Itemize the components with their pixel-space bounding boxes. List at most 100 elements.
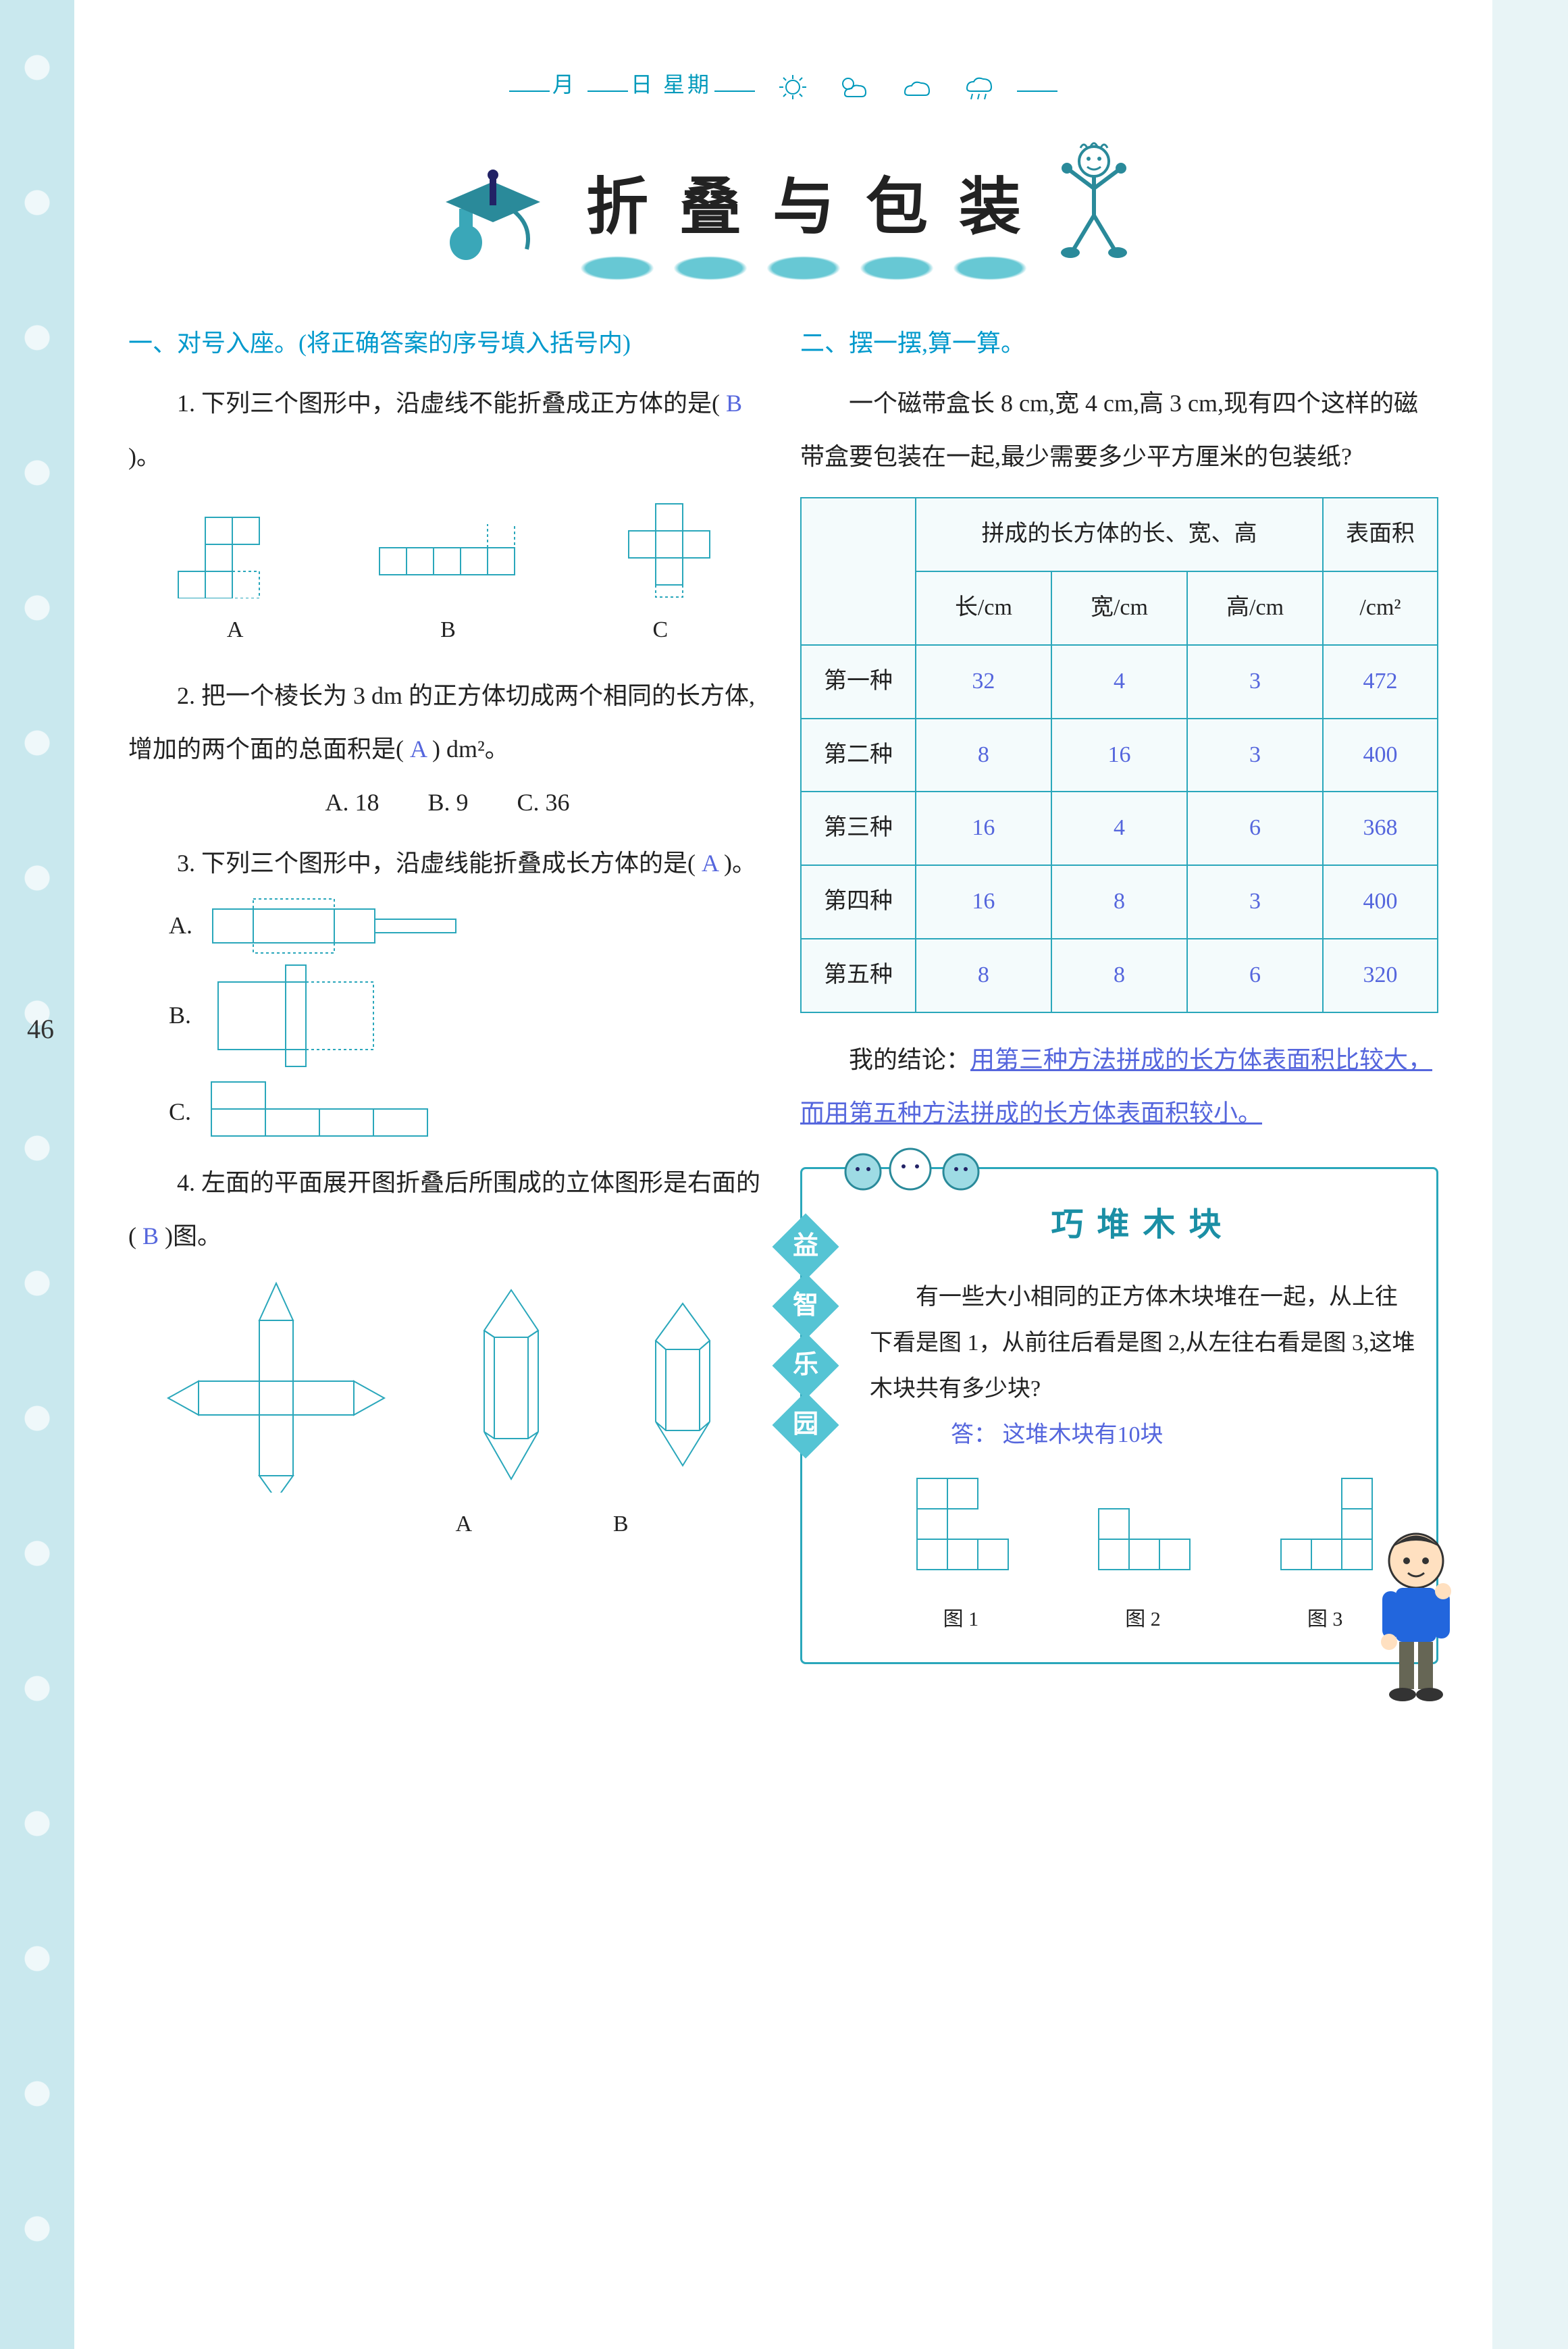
q3-answer: A: [702, 850, 718, 877]
th-area: 表面积: [1323, 498, 1438, 571]
q3-option-a: A.: [169, 896, 766, 956]
r4-h: 3: [1187, 865, 1323, 939]
fig3-label: 图 3: [1274, 1597, 1376, 1642]
th-h: 高/cm: [1187, 571, 1323, 645]
puzzle-answer-label: 答：: [951, 1422, 997, 1447]
fig1-label: 图 1: [910, 1597, 1012, 1642]
puzzle-answer-line: 答： 这堆木块有10块: [870, 1412, 1416, 1458]
r4-name: 第四种: [801, 865, 916, 939]
conclusion-label: 我的结论：: [849, 1046, 970, 1073]
q1-label-c: C: [652, 605, 668, 656]
section1-heading: 一、对号入座。(将正确答案的序号填入括号内): [128, 317, 766, 370]
title-char-2: 叠: [674, 157, 747, 247]
th-cm2: /cm²: [1323, 571, 1438, 645]
q3-label-b: B.: [169, 989, 191, 1042]
sun-icon: [773, 74, 813, 101]
rain-icon: [959, 74, 999, 101]
puzzle-fig-2: 图 2: [1092, 1472, 1193, 1642]
left-column: 一、对号入座。(将正确答案的序号填入括号内) 1. 下列三个图形中，沿虚线不能折…: [128, 317, 766, 1664]
r1-a: 472: [1323, 645, 1438, 719]
graduation-cap-icon: [425, 141, 560, 263]
r2-name: 第二种: [801, 719, 916, 792]
r5-l: 8: [916, 939, 1051, 1012]
q1-answer: B: [726, 390, 742, 417]
q2-answer: A: [410, 735, 426, 763]
weekday-label: 星期: [663, 72, 712, 97]
q3-label-c: C.: [169, 1085, 191, 1139]
q1-figures: [128, 497, 766, 598]
r4-l: 16: [916, 865, 1051, 939]
q4-label-b: B: [613, 1499, 629, 1550]
side-diamond: 益: [773, 1214, 839, 1281]
q3-after: )。: [724, 850, 756, 877]
boy-cartoon-icon: [1362, 1527, 1470, 1703]
q4-labels: A B: [128, 1499, 766, 1550]
q4-unfold: [161, 1276, 391, 1493]
q4-solid-a: [457, 1283, 565, 1486]
side-diamond: 智: [773, 1273, 839, 1340]
r3-name: 第三种: [801, 792, 916, 865]
r4-a: 400: [1323, 865, 1438, 939]
q4-text: 4. 左面的平面展开图折叠后所围成的立体图形是右面的(: [128, 1169, 760, 1249]
title-char-5: 装: [953, 157, 1026, 247]
puzzle-title: 巧堆木块: [870, 1189, 1416, 1261]
table-row: 第五种 8 8 6 320: [801, 939, 1438, 1012]
r1-w: 4: [1051, 645, 1187, 719]
q4-figures: [128, 1276, 766, 1493]
title-char-4: 包: [860, 157, 933, 247]
q3-option-c: C.: [169, 1075, 766, 1150]
q1-labels: A B C: [128, 605, 766, 656]
cartoon-heads-icon: [829, 1145, 1005, 1192]
r2-a: 400: [1323, 719, 1438, 792]
section2-heading: 二、摆一摆,算一算。: [800, 317, 1438, 370]
r1-l: 32: [916, 645, 1051, 719]
th-l: 长/cm: [916, 571, 1051, 645]
q1-net-a: [165, 511, 300, 598]
stick-figure-icon: [1047, 141, 1141, 263]
r5-h: 6: [1187, 939, 1323, 1012]
q4-solid-b: [632, 1297, 733, 1472]
q1-after: )。: [128, 443, 161, 470]
q1-text: 1. 下列三个图形中，沿虚线不能折叠成正方体的是(: [177, 390, 720, 417]
date-header: 月 日 星期: [128, 68, 1438, 101]
q1: 1. 下列三个图形中，沿虚线不能折叠成正方体的是( B )。: [128, 377, 766, 656]
table-row: 第一种 32 4 3 472: [801, 645, 1438, 719]
r3-l: 16: [916, 792, 1051, 865]
r3-a: 368: [1323, 792, 1438, 865]
q3-text: 3. 下列三个图形中，沿虚线能折叠成长方体的是(: [177, 850, 696, 877]
r5-a: 320: [1323, 939, 1438, 1012]
q1-net-c: [608, 497, 730, 598]
r2-h: 3: [1187, 719, 1323, 792]
q3: 3. 下列三个图形中，沿虚线能折叠成长方体的是( A )。 A. B. C.: [128, 837, 766, 1150]
day-label: 日: [631, 72, 655, 97]
r2-l: 8: [916, 719, 1051, 792]
left-dotted-border: [0, 0, 74, 2349]
q4-label-a: A: [455, 1499, 472, 1550]
r5-name: 第五种: [801, 939, 916, 1012]
r1-h: 3: [1187, 645, 1323, 719]
q2: 2. 把一个棱长为 3 dm 的正方体切成两个相同的长方体,增加的两个面的总面积…: [128, 669, 766, 830]
q4: 4. 左面的平面展开图折叠后所围成的立体图形是右面的( B )图。: [128, 1156, 766, 1550]
fig2-label: 图 2: [1092, 1597, 1193, 1642]
puzzle-figures: 图 1 图 2 图 3: [870, 1472, 1416, 1642]
puzzle-answer: 这堆木块有10块: [1003, 1422, 1164, 1447]
th-w: 宽/cm: [1051, 571, 1187, 645]
right-column: 二、摆一摆,算一算。 一个磁带盒长 8 cm,宽 4 cm,高 3 cm,现有四…: [800, 317, 1438, 1664]
r2-w: 16: [1051, 719, 1187, 792]
packing-table: 拼成的长方体的长、宽、高 表面积 长/cm 宽/cm 高/cm /cm² 第一种…: [800, 497, 1438, 1013]
r5-w: 8: [1051, 939, 1187, 1012]
q4-answer: B: [142, 1222, 159, 1249]
puzzle-side-labels: 益 智 乐 园: [782, 1223, 829, 1449]
q4-after: )图。: [165, 1222, 221, 1249]
r3-h: 6: [1187, 792, 1323, 865]
side-diamond: 乐: [773, 1333, 839, 1399]
section2-intro: 一个磁带盒长 8 cm,宽 4 cm,高 3 cm,现有四个这样的磁带盒要包装在…: [800, 377, 1438, 484]
q2-after: ) dm²。: [432, 735, 509, 763]
conclusion: 我的结论：用第三种方法拼成的长方体表面积比较大，而用第五种方法拼成的长方体表面积…: [800, 1033, 1438, 1140]
r4-w: 8: [1051, 865, 1187, 939]
th-span: 拼成的长方体的长、宽、高: [916, 498, 1323, 571]
puzzle-text: 有一些大小相同的正方体木块堆在一起，从上往下看是图 1，从前往后看是图 2,从左…: [870, 1274, 1416, 1412]
title-char-3: 与: [767, 157, 840, 247]
q1-label-a: A: [227, 605, 244, 656]
page-number: 46: [27, 1013, 54, 1045]
